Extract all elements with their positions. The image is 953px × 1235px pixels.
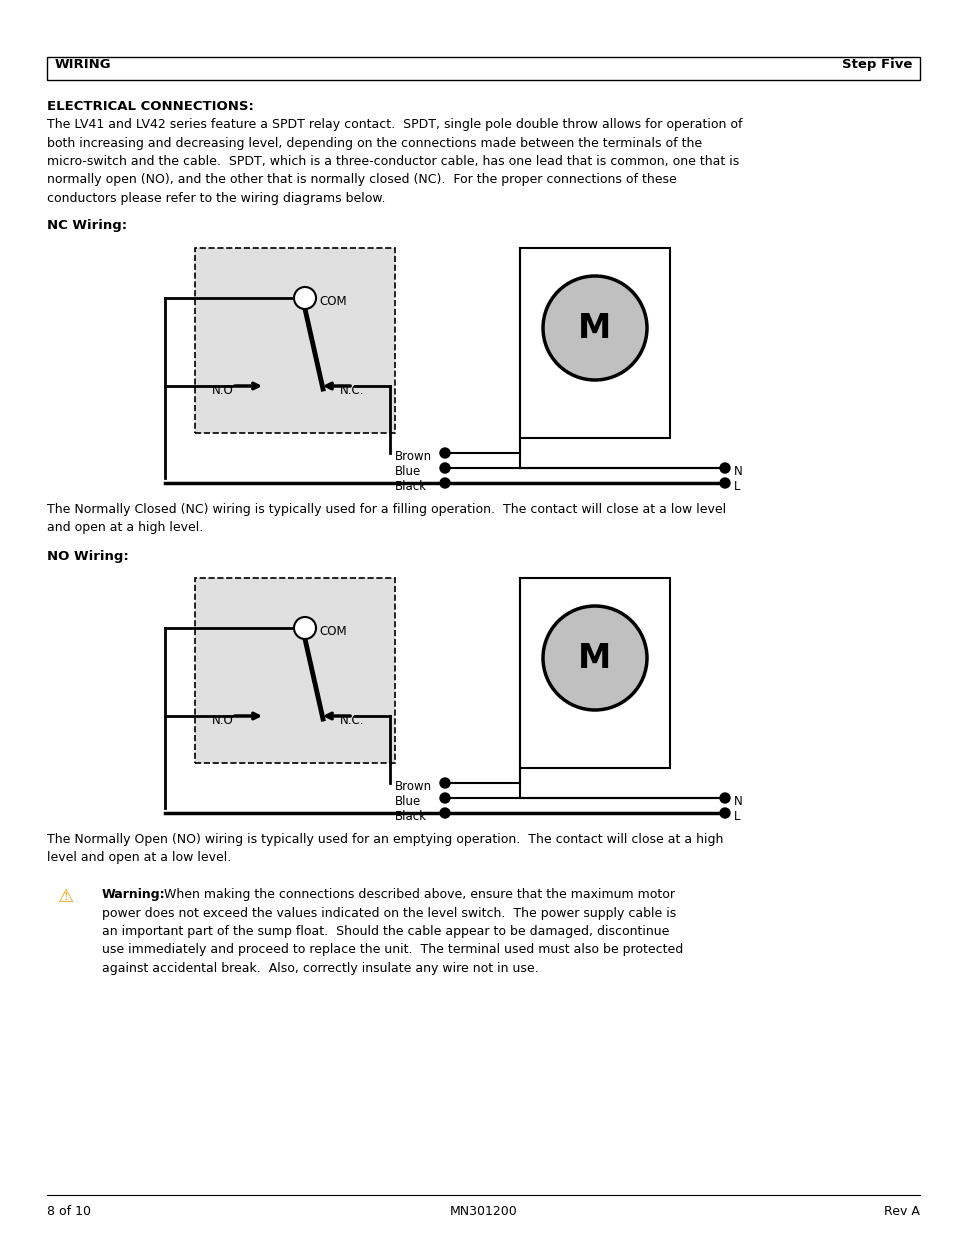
Text: an important part of the sump float.  Should the cable appear to be damaged, dis: an important part of the sump float. Sho…	[102, 925, 669, 939]
Text: Step Five: Step Five	[841, 58, 911, 70]
Circle shape	[720, 808, 729, 818]
Text: NC Wiring:: NC Wiring:	[47, 219, 127, 231]
Circle shape	[720, 463, 729, 473]
Text: use immediately and proceed to replace the unit.  The terminal used must also be: use immediately and proceed to replace t…	[102, 944, 682, 956]
Text: N.O: N.O	[212, 714, 233, 727]
Bar	[194, 578, 395, 763]
Circle shape	[439, 463, 450, 473]
Circle shape	[439, 448, 450, 458]
Bar	[47, 57, 919, 80]
Circle shape	[439, 793, 450, 803]
Text: normally open (NO), and the other that is normally closed (NC).  For the proper : normally open (NO), and the other that i…	[47, 173, 676, 186]
Text: Blue: Blue	[395, 466, 421, 478]
Text: Blue: Blue	[395, 795, 421, 808]
Text: N: N	[733, 795, 742, 808]
Text: Black: Black	[395, 480, 427, 493]
Text: ELECTRICAL CONNECTIONS:: ELECTRICAL CONNECTIONS:	[47, 100, 253, 112]
Text: N.C.: N.C.	[339, 384, 364, 396]
Text: MN301200: MN301200	[449, 1205, 517, 1218]
Text: NO Wiring:: NO Wiring:	[47, 550, 129, 563]
Text: When making the connections described above, ensure that the maximum motor: When making the connections described ab…	[160, 888, 675, 902]
Text: L: L	[733, 480, 740, 493]
Text: against accidental break.  Also, correctly insulate any wire not in use.: against accidental break. Also, correctl…	[102, 962, 538, 974]
Text: The Normally Closed (NC) wiring is typically used for a filling operation.  The : The Normally Closed (NC) wiring is typic…	[47, 503, 725, 516]
Circle shape	[294, 287, 315, 309]
Circle shape	[720, 793, 729, 803]
Text: conductors please refer to the wiring diagrams below.: conductors please refer to the wiring di…	[47, 191, 385, 205]
Text: 8 of 10: 8 of 10	[47, 1205, 91, 1218]
Text: ⚠: ⚠	[57, 888, 73, 906]
Text: both increasing and decreasing level, depending on the connections made between : both increasing and decreasing level, de…	[47, 137, 701, 149]
Text: N.C.: N.C.	[339, 714, 364, 727]
Text: Brown: Brown	[395, 781, 432, 793]
Text: M: M	[578, 641, 611, 674]
Bar	[519, 248, 669, 438]
Circle shape	[294, 618, 315, 638]
Circle shape	[720, 478, 729, 488]
Text: N.O: N.O	[212, 384, 233, 396]
Text: Rev A: Rev A	[883, 1205, 919, 1218]
Text: COM: COM	[318, 295, 346, 308]
Text: micro-switch and the cable.  SPDT, which is a three-conductor cable, has one lea: micro-switch and the cable. SPDT, which …	[47, 156, 739, 168]
Text: power does not exceed the values indicated on the level switch.  The power suppl: power does not exceed the values indicat…	[102, 906, 676, 920]
Text: Black: Black	[395, 810, 427, 823]
Text: N: N	[733, 466, 742, 478]
Text: The LV41 and LV42 series feature a SPDT relay contact.  SPDT, single pole double: The LV41 and LV42 series feature a SPDT …	[47, 119, 741, 131]
Text: WIRING: WIRING	[55, 58, 112, 70]
Text: The Normally Open (NO) wiring is typically used for an emptying operation.  The : The Normally Open (NO) wiring is typical…	[47, 832, 722, 846]
Text: COM: COM	[318, 625, 346, 638]
Text: M: M	[578, 311, 611, 345]
Circle shape	[439, 778, 450, 788]
Bar	[519, 578, 669, 768]
Text: Brown: Brown	[395, 450, 432, 463]
Text: Warning:: Warning:	[102, 888, 166, 902]
Text: level and open at a low level.: level and open at a low level.	[47, 851, 231, 864]
Text: and open at a high level.: and open at a high level.	[47, 521, 203, 535]
Circle shape	[542, 606, 646, 710]
Bar	[194, 248, 395, 433]
Text: L: L	[733, 810, 740, 823]
Circle shape	[439, 478, 450, 488]
Circle shape	[439, 808, 450, 818]
Circle shape	[542, 275, 646, 380]
